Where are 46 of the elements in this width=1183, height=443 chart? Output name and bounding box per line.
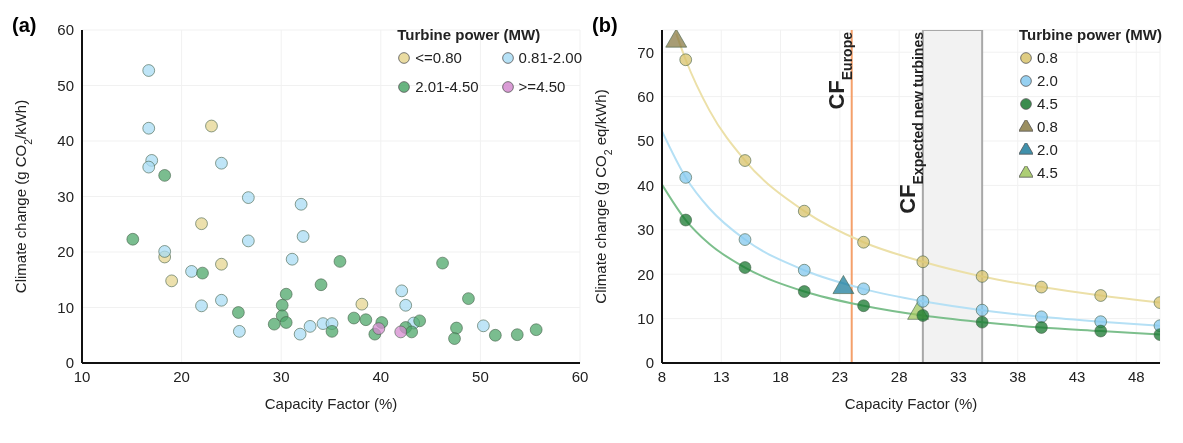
y-tick-label: 20 (57, 243, 74, 261)
chart-title: (a) (12, 14, 37, 37)
y-tick-label: 50 (57, 76, 74, 94)
y-tick-label: 40 (637, 176, 654, 194)
x-tick-label: 10 (73, 367, 91, 385)
legend-label: 2.01-4.50 (415, 78, 479, 95)
legend-label: >=4.50 (518, 78, 566, 95)
y-tick-label: 0 (65, 354, 74, 372)
y-tick-label: 10 (637, 309, 654, 327)
legend-label: 4.5 (1036, 164, 1058, 181)
x-tick-label: 50 (472, 367, 489, 385)
x-tick-label: 40 (372, 367, 390, 385)
chart-title: (b) (592, 14, 618, 37)
x-tick-label: 33 (950, 367, 967, 385)
legend-label: 0.8 (1036, 49, 1058, 66)
y-tick-label: 30 (57, 187, 74, 205)
y-tick-label: 30 (637, 221, 654, 239)
y-tick-label: 10 (57, 298, 74, 316)
legend-label: 2.0 (1036, 72, 1058, 89)
legend-label: 2.0 (1036, 141, 1058, 158)
x-tick-label: 8 (657, 367, 667, 385)
legend-title: Turbine power (MW) (1018, 26, 1162, 43)
legend-label: 0.8 (1036, 118, 1058, 135)
x-axis-title: Capacity Factor (%) (264, 395, 398, 412)
x-tick-label: 30 (272, 367, 290, 385)
y-tick-label: 50 (637, 132, 654, 150)
y-tick-label: 40 (57, 132, 74, 150)
x-tick-label: 43 (1068, 367, 1086, 385)
legend-label: 0.81-2.00 (518, 49, 582, 66)
legend-label: 4.5 (1036, 95, 1058, 112)
y-tick-label: 60 (57, 21, 74, 39)
x-tick-label: 20 (173, 367, 190, 385)
legend-title: Turbine power (MW) (397, 26, 542, 43)
x-tick-label: 13 (712, 367, 730, 385)
x-axis-title: Capacity Factor (%) (844, 395, 978, 412)
y-tick-label: 60 (637, 87, 654, 105)
y-tick-label: 20 (637, 265, 654, 283)
x-tick-label: 23 (831, 367, 849, 385)
x-tick-label: 28 (890, 367, 908, 385)
y-tick-label: 70 (637, 43, 654, 61)
x-tick-label: 60 (571, 367, 589, 385)
y-tick-label: 0 (645, 354, 654, 372)
legend-label: <=0.80 (415, 49, 462, 66)
x-tick-label: 38 (1009, 367, 1027, 385)
x-tick-label: 18 (772, 367, 789, 385)
x-tick-label: 48 (1127, 367, 1145, 385)
